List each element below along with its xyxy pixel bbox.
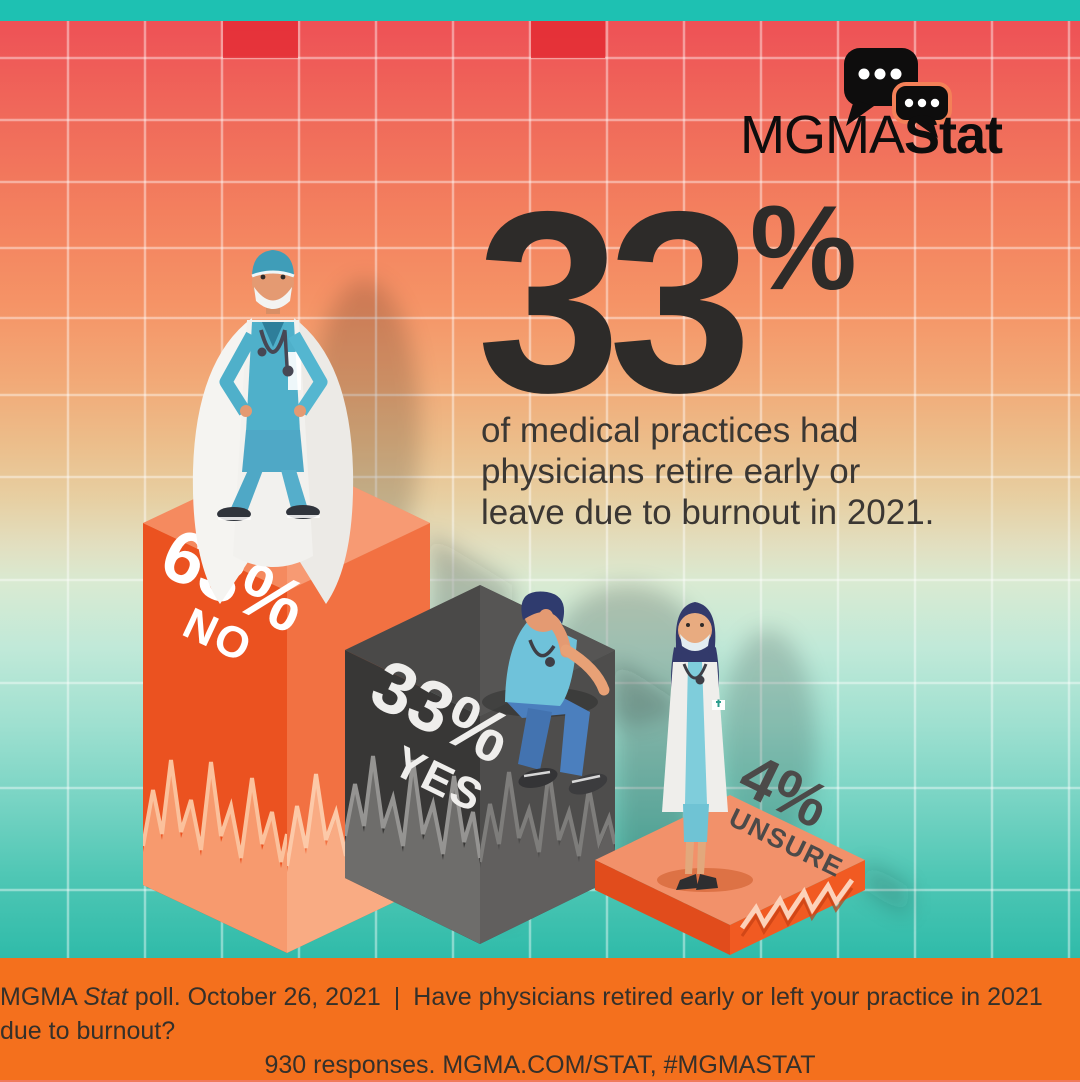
subtitle-line: leave due to burnout in 2021. (481, 493, 935, 532)
burnout-hair (521, 591, 565, 624)
doctor-hero-figure (192, 250, 354, 604)
bar-no-zigzag-left (143, 759, 287, 953)
hero-cap (252, 250, 294, 277)
headline-percent-sign: % (749, 181, 857, 315)
speech-bubble-small-icon (892, 82, 952, 138)
brand-logo: MGMAStat (732, 40, 1003, 165)
footer-source-rest: poll. October 26, 2021 (127, 983, 381, 1011)
doctor-unsure-figure (657, 602, 753, 892)
unsure-heel (696, 874, 718, 890)
unsure-head (678, 613, 712, 647)
unsure-heel (676, 874, 698, 890)
unsure-stethoscope (682, 663, 708, 680)
hero-mask (254, 287, 292, 309)
speech-bubbles-icon (844, 48, 952, 138)
hero-stethoscope (259, 329, 287, 354)
brand-logo-text: MGMAStat (739, 105, 1003, 165)
doctor-burnout-figure (482, 591, 610, 795)
bar-unsure-left-face (595, 860, 730, 955)
footer-source-stat: Stat (83, 983, 128, 1011)
bar-unsure-zigzag (739, 878, 855, 930)
top-teal-strip (0, 0, 1080, 21)
burnout-stethoscope (528, 639, 556, 658)
footer-question: Have physicians retired early or left yo… (0, 983, 1043, 1045)
headline-stat: 33 % (477, 157, 857, 446)
footer-source-line: MGMA Stat poll. October 26, 2021 | Have ph… (0, 980, 1080, 1048)
brand-product: Stat (903, 105, 1003, 165)
burnout-shoe (568, 773, 608, 795)
subtitle-line: of medical practices had (481, 411, 859, 450)
unsure-mask (680, 634, 710, 651)
footer-source-brand: MGMA (0, 983, 77, 1011)
bar-yes-zigzag-left (345, 755, 480, 944)
footer-responses-line: 930 responses. MGMA.COM/STAT, #MGMASTAT (264, 1051, 816, 1079)
grid-highlight-cell (223, 21, 298, 58)
footer-bar: MGMA Stat poll. October 26, 2021 | Have ph… (0, 958, 1080, 1080)
brand-name: MGMA (739, 105, 905, 165)
headline-number: 33 (477, 157, 752, 446)
subtitle-line: physicians retire early or (481, 452, 861, 491)
headline-subtitle: of medical practices had physicians reti… (481, 410, 934, 533)
grid-highlight-cell (531, 21, 605, 58)
footer-separator: | (393, 983, 401, 1011)
